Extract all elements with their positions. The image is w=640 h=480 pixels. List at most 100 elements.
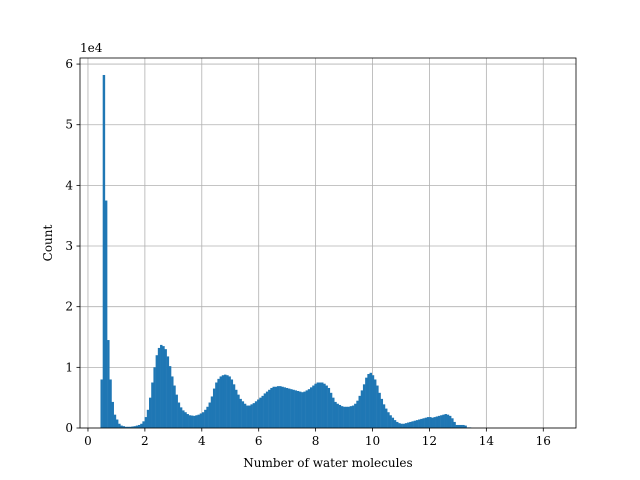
histogram-bar — [298, 391, 302, 428]
histogram-bar — [312, 385, 315, 428]
y-tick-label: 6 — [65, 57, 73, 71]
histogram-bar — [351, 405, 355, 428]
histogram-bar — [124, 426, 128, 428]
histogram-bar — [186, 414, 189, 428]
histogram-bar — [418, 419, 421, 428]
histogram-bar — [422, 418, 425, 428]
histogram-bar — [459, 424, 463, 428]
histogram-bar — [283, 387, 286, 428]
histogram-bar — [287, 388, 291, 428]
histogram-bar — [360, 390, 364, 428]
histogram-bar — [305, 390, 309, 428]
histogram-bar — [444, 414, 447, 428]
histogram-bar — [133, 426, 137, 428]
histogram-bar — [157, 347, 161, 428]
y-axis-ticks: 0 1 2 3 4 5 6 — [65, 57, 80, 435]
histogram-bar — [437, 415, 441, 428]
histogram-bar — [380, 398, 384, 428]
histogram-bar — [259, 397, 262, 428]
histogram-bar — [389, 415, 392, 428]
histogram-bar — [440, 415, 443, 428]
histogram-bar — [215, 382, 218, 428]
histogram-bar — [325, 385, 328, 428]
histogram-bar — [426, 417, 430, 428]
x-tick-label: 8 — [312, 434, 320, 448]
histogram-bar — [109, 379, 112, 428]
histogram-bar — [435, 416, 439, 428]
x-tick-label: 6 — [255, 434, 263, 448]
histogram-bar — [279, 386, 282, 428]
histogram-bar — [184, 412, 187, 428]
histogram-bar — [188, 415, 192, 428]
histogram-bar — [336, 403, 339, 428]
histogram-bar — [393, 420, 397, 428]
histogram-bar — [243, 403, 247, 428]
histogram-bar — [446, 414, 450, 428]
x-tick-label: 12 — [422, 434, 437, 448]
histogram-bar — [334, 401, 337, 428]
histogram-bar — [135, 425, 139, 428]
histogram-bar — [429, 417, 432, 428]
histogram-bar — [182, 410, 185, 428]
y-scale-label: 1e4 — [80, 41, 103, 55]
histogram-bar — [327, 387, 331, 428]
histogram-bar — [142, 421, 145, 428]
histogram-bar — [208, 402, 212, 428]
histogram-bar — [164, 349, 167, 428]
histogram-bar — [131, 426, 134, 428]
histogram-bar — [376, 385, 379, 428]
histogram-bar — [455, 424, 459, 428]
histogram-bar — [358, 395, 361, 428]
histogram-bar — [274, 386, 278, 428]
histogram-bar — [332, 397, 335, 428]
histogram-bar — [396, 421, 399, 428]
histogram-bar — [268, 389, 271, 428]
histogram-bar — [153, 367, 156, 428]
histogram-bar — [248, 405, 251, 428]
histogram-bar — [122, 426, 125, 428]
histogram-bar — [294, 390, 298, 428]
histogram-bar — [367, 374, 370, 428]
histogram-bar — [254, 401, 258, 428]
histogram-bar — [310, 387, 313, 428]
histogram-bar — [263, 393, 267, 428]
histogram-bar — [307, 389, 311, 428]
histogram-bar — [347, 406, 350, 428]
histogram-bar — [424, 417, 428, 428]
histogram-bar — [285, 387, 289, 428]
histogram-bar — [451, 418, 454, 428]
histogram-bar — [137, 424, 141, 428]
histogram-bar — [296, 391, 300, 428]
y-tick-label: 3 — [65, 239, 73, 253]
histogram-bar — [281, 386, 284, 428]
histogram-bar — [177, 402, 181, 428]
histogram-bar — [415, 420, 419, 428]
histogram-bar — [420, 418, 423, 428]
histogram-bar — [265, 391, 269, 428]
histogram-bar — [246, 405, 249, 428]
histogram-bar — [206, 406, 209, 428]
histogram-bar — [204, 409, 207, 428]
x-tick-label: 14 — [479, 434, 495, 448]
histogram-bar — [323, 383, 326, 428]
histogram-bar — [407, 422, 410, 428]
histogram-bar — [402, 423, 406, 428]
histogram-bar — [195, 415, 198, 428]
histogram-bar — [314, 383, 317, 428]
histogram-bar — [276, 386, 280, 428]
histogram-bar — [241, 401, 245, 428]
histogram-bar — [239, 398, 242, 428]
histogram-bar — [290, 389, 293, 428]
histogram-bar — [272, 386, 275, 428]
histogram-bar — [162, 346, 165, 428]
y-tick-label: 4 — [65, 178, 73, 192]
histogram-bar — [261, 395, 264, 428]
histogram-bar — [235, 389, 238, 428]
histogram-bar — [431, 417, 434, 428]
histogram-bar — [193, 415, 196, 428]
x-tick-label: 10 — [365, 434, 380, 448]
histogram-bar — [409, 421, 412, 428]
histogram-bar — [100, 379, 103, 428]
histogram-bar — [210, 396, 214, 428]
histogram-bar — [179, 407, 183, 428]
